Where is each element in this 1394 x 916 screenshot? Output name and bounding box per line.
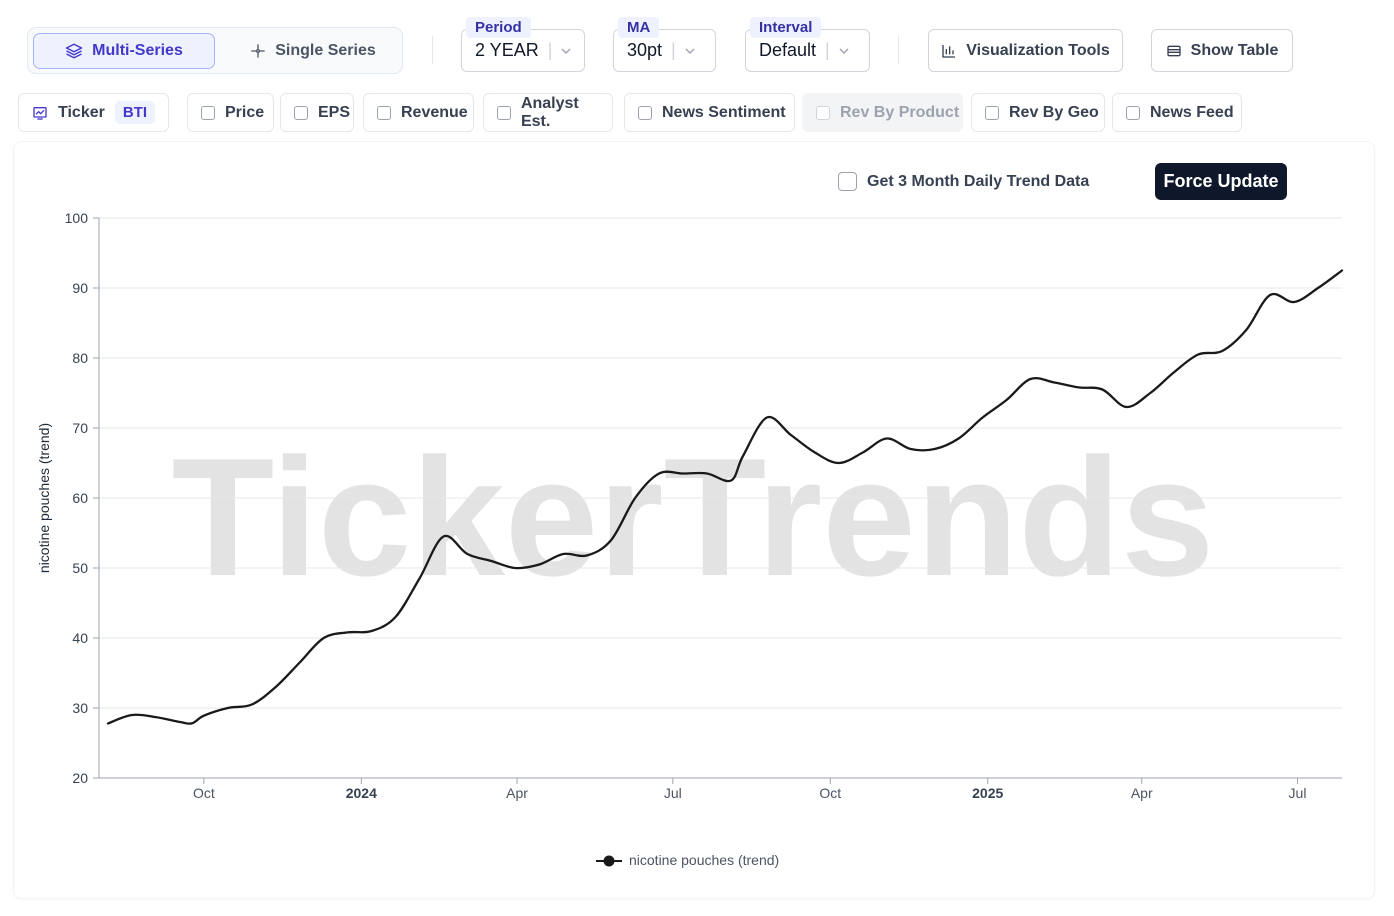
y-tick-label: 100 [65,210,89,226]
force-update-button[interactable]: Force Update [1155,163,1287,200]
show-table-label: Show Table [1190,41,1279,59]
bar-chart-icon [942,44,956,58]
period-tag: Period [466,17,531,38]
x-tick-label: Apr [506,785,528,801]
select-separator: | [825,40,830,60]
single-series-button[interactable]: Single Series [228,33,398,69]
interval-tag: Interval [750,17,822,38]
watermark-text: TickerTrends [172,423,1215,611]
ticker-badge: BTI [114,101,156,124]
filter-chip-revenue[interactable]: Revenue [363,93,474,132]
filter-checkbox[interactable] [638,105,652,120]
multi-series-button[interactable]: Multi-Series [33,33,215,69]
legend-label: nicotine pouches (trend) [629,852,779,868]
period-select[interactable]: Period 2 YEAR | [461,17,585,72]
filter-chip-analyst-est[interactable]: Analyst Est. [483,93,613,132]
ticker-label: Ticker [58,103,105,121]
filter-checkbox[interactable] [201,105,215,120]
y-tick-label: 40 [72,630,88,646]
filter-chip-eps[interactable]: EPS [280,93,354,132]
x-tick-label: Oct [819,785,841,801]
x-tick-label: Apr [1131,785,1153,801]
interval-select[interactable]: Interval Default | [745,17,870,72]
y-tick-label: 70 [72,420,88,436]
filter-chip-rev-by-product[interactable]: Rev By Product [802,93,963,132]
visualization-tools-button[interactable]: Visualization Tools [928,29,1123,72]
x-tick-label: 2025 [972,785,1003,801]
y-tick-label: 30 [72,700,88,716]
daily-trend-toggle[interactable]: Get 3 Month Daily Trend Data [838,172,1089,191]
ma-value: 30pt [627,40,663,60]
x-tick-label: Oct [193,785,215,801]
y-tick-label: 60 [72,490,88,506]
x-tick-label: Jul [664,785,682,801]
y-tick-label: 80 [72,350,88,366]
y-tick-label: 90 [72,280,88,296]
filter-chip-rev-by-geo[interactable]: Rev By Geo [971,93,1105,132]
filter-checkbox[interactable] [985,105,999,120]
y-tick-label: 20 [72,770,88,786]
series-line-0 [106,269,1344,725]
ma-select[interactable]: MA 30pt | [613,17,716,72]
interval-value: Default [759,40,817,60]
x-tick-label: 2024 [346,785,377,801]
ticker-chip[interactable]: Ticker BTI [18,93,169,132]
chart-panel [13,141,1375,899]
multi-series-label: Multi-Series [92,42,183,59]
filter-checkbox[interactable] [816,105,830,120]
layers-icon [65,43,83,59]
filter-label: Rev By Geo [1009,103,1099,121]
filter-label: News Sentiment [662,103,786,121]
y-tick-label: 50 [72,560,88,576]
filter-label: Revenue [401,103,468,121]
period-value: 2 YEAR [475,40,539,60]
x-tick-label: Jul [1289,785,1307,801]
y-axis-title: nicotine pouches (trend) [36,423,52,573]
show-table-button[interactable]: Show Table [1151,29,1293,72]
filter-chip-news-feed[interactable]: News Feed [1112,93,1242,132]
crosshair-icon [251,44,265,58]
toolbar-divider [432,36,433,64]
ma-tag: MA [618,17,660,38]
filter-label: Analyst Est. [520,94,579,130]
daily-trend-label: Get 3 Month Daily Trend Data [867,172,1090,190]
series-mode-toggle: Multi-Series Single Series [27,27,403,74]
filter-chip-news-sentiment[interactable]: News Sentiment [624,93,795,132]
legend-marker [603,855,615,867]
chevron-down-icon [561,48,571,54]
single-series-label: Single Series [275,42,376,59]
filter-label: EPS [318,103,351,121]
filter-checkbox[interactable] [1126,105,1140,120]
chevron-down-icon [839,48,849,54]
toolbar-divider [898,36,899,64]
table-icon [1166,45,1181,56]
trend-chart-icon [33,106,47,120]
visualization-tools-label: Visualization Tools [966,41,1110,59]
daily-trend-checkbox[interactable] [838,172,857,191]
select-separator: | [547,40,553,60]
filter-label: Rev By Product [840,103,960,121]
filter-checkbox[interactable] [294,105,308,120]
chevron-down-icon [685,48,695,54]
filter-label: News Feed [1150,103,1234,121]
select-separator: | [671,40,676,60]
filter-label: Price [225,103,265,121]
filter-chip-price[interactable]: Price [187,93,274,132]
filter-checkbox[interactable] [377,105,391,120]
filter-checkbox[interactable] [497,105,511,120]
